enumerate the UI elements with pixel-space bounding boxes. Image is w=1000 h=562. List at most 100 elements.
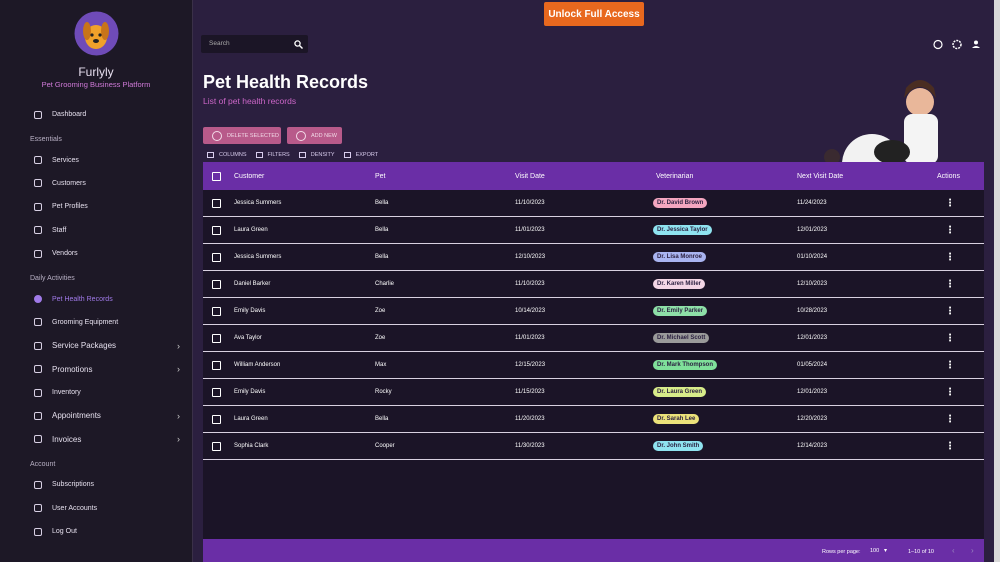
chevron: › <box>177 410 180 421</box>
row-actions[interactable]: ⋮ <box>945 386 955 398</box>
row-checkbox[interactable] <box>212 333 221 343</box>
menu-item[interactable]: Pet Profiles <box>0 195 192 218</box>
chevron: › <box>177 340 180 351</box>
row-checkbox[interactable] <box>212 414 221 424</box>
select-all[interactable] <box>212 171 221 181</box>
row-checkbox[interactable] <box>212 198 221 208</box>
table-cell: Zoe <box>375 308 386 314</box>
table-cell: 12/15/2023 <box>515 362 546 368</box>
row-checkbox[interactable] <box>212 252 221 262</box>
table-cell: 12/10/2023 <box>515 254 546 260</box>
row-actions[interactable]: ⋮ <box>945 224 955 236</box>
row-actions[interactable]: ⋮ <box>945 440 955 452</box>
hero-illustration <box>824 80 938 162</box>
table-cell: Ava Taylor <box>234 335 262 341</box>
brand: Furlyly <box>78 65 114 79</box>
menu-heading: Essentials <box>30 136 62 144</box>
row-actions[interactable]: ⋮ <box>945 413 955 425</box>
menu-heading: Account <box>30 461 56 469</box>
row-checkbox[interactable] <box>212 387 221 397</box>
add-label: ADD NEW <box>311 132 337 139</box>
search-box[interactable]: Search <box>201 35 308 53</box>
row-actions[interactable]: ⋮ <box>945 332 955 344</box>
toolbar-button[interactable]: FILTERS <box>255 150 290 159</box>
column-header: Actions <box>937 172 960 180</box>
row-actions[interactable]: ⋮ <box>945 305 955 317</box>
vet-cell: Dr. Emily Parker <box>653 298 708 324</box>
tagline: Pet Grooming Business Platform <box>41 80 151 89</box>
chevron: › <box>177 364 180 375</box>
row-actions[interactable]: ⋮ <box>945 251 955 263</box>
menu-icon <box>34 341 42 350</box>
menu-item[interactable]: Staff <box>0 219 192 242</box>
menu-item[interactable]: Vendors <box>0 242 192 265</box>
menu-item[interactable]: Subscriptions <box>0 473 192 496</box>
vet-cell: Dr. Michael Scott <box>653 325 710 351</box>
table-cell: Bella <box>375 254 389 260</box>
row-checkbox[interactable] <box>212 360 221 370</box>
menu-item[interactable]: Invoices › <box>0 428 192 451</box>
vet-chip: Dr. Laura Green <box>653 387 707 397</box>
toolbar-button[interactable]: COLUMNS <box>207 150 247 159</box>
menu-icon <box>34 480 42 489</box>
menu-item[interactable]: Appointments › <box>0 404 192 427</box>
row-checkbox[interactable] <box>212 306 221 316</box>
table-cell: Bella <box>375 200 389 206</box>
table-cell: Rocky <box>375 389 392 395</box>
vet-chip: Dr. David Brown <box>653 198 708 208</box>
table-cell: Cooper <box>375 443 395 449</box>
menu-label: Services <box>52 156 79 164</box>
row-checkbox[interactable] <box>212 441 221 451</box>
vet-chip: Dr. Sarah Lee <box>653 414 700 424</box>
menu-item[interactable]: Services <box>0 148 192 171</box>
menu-item[interactable]: Customers <box>0 172 192 195</box>
row-actions[interactable]: ⋮ <box>945 197 955 209</box>
row-actions[interactable]: ⋮ <box>945 278 955 290</box>
next-page[interactable]: › <box>971 546 974 555</box>
toolbar-label: FILTERS <box>267 151 290 158</box>
column-header: Customer <box>234 172 265 180</box>
table-cell: Sophia Clark <box>234 443 269 449</box>
column-header: Visit Date <box>515 172 545 180</box>
menu-item[interactable]: Inventory <box>0 381 192 404</box>
menu-item[interactable]: User Accounts <box>0 496 192 519</box>
menu-label: User Accounts <box>52 504 98 512</box>
row-actions[interactable]: ⋮ <box>945 359 955 371</box>
nav-menu: Dashboard Essentials Services Customers Pet … <box>0 103 192 543</box>
menu-item[interactable]: Dashboard <box>0 103 192 126</box>
menu-item[interactable]: Log Out <box>0 520 192 543</box>
menu-item[interactable]: Grooming Equipment <box>0 311 192 334</box>
unlock-button[interactable]: Unlock Full Access <box>544 2 644 26</box>
menu-icon <box>34 156 42 165</box>
menu-label: Vendors <box>52 250 78 258</box>
rows-per-page[interactable]: 100 <box>870 548 880 554</box>
table-row: Emily Davis Rocky 11/15/2023 Dr. Laura Gree… <box>203 379 984 406</box>
profile-icon[interactable] <box>974 40 978 45</box>
menu-item[interactable]: Promotions › <box>0 358 192 381</box>
delete-button[interactable]: DELETE SELECTED <box>203 127 281 144</box>
table-cell: 11/24/2023 <box>797 200 827 206</box>
vet-chip: Dr. Mark Thompson <box>653 360 718 370</box>
row-checkbox[interactable] <box>212 225 221 235</box>
toolbar-label: COLUMNS <box>219 151 247 158</box>
toolbar-button[interactable]: EXPORT <box>343 150 378 159</box>
menu-icon <box>34 295 42 304</box>
table-cell: 11/20/2023 <box>515 416 545 422</box>
row-checkbox[interactable] <box>212 279 221 289</box>
settings-icon[interactable] <box>952 39 962 50</box>
table-header: Customer Pet Visit Date Veterinarian Next Vi… <box>203 162 984 190</box>
table-row: Emily Davis Zoe 10/14/2023 Dr. Emily Parker… <box>203 298 984 325</box>
theme-icon[interactable] <box>933 39 943 50</box>
table-cell: 12/14/2023 <box>797 443 828 449</box>
menu-item[interactable]: Service Packages › <box>0 334 192 357</box>
add-button[interactable]: ADD NEW <box>287 127 342 144</box>
scrollbar[interactable] <box>994 0 1000 562</box>
table-cell: 11/01/2023 <box>515 227 545 233</box>
table-cell: 11/10/2023 <box>515 200 545 206</box>
vet-cell: Dr. Lisa Monroe <box>653 244 707 270</box>
prev-page[interactable]: ‹ <box>952 546 955 555</box>
toolbar-button[interactable]: DENSITY <box>298 150 335 159</box>
menu-item[interactable]: Pet Health Records <box>0 287 192 310</box>
vet-cell: Dr. Mark Thompson <box>653 352 718 378</box>
